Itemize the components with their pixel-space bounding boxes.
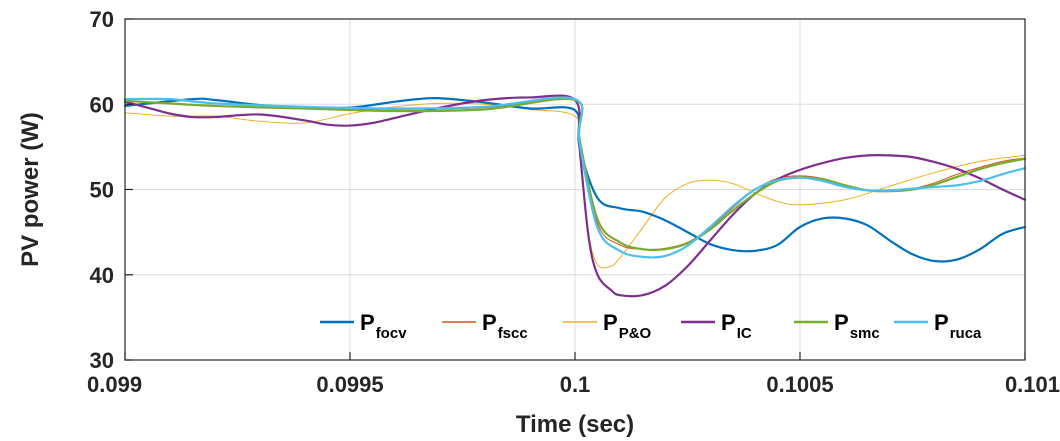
x-axis-label: Time (sec) bbox=[516, 411, 634, 438]
legend-entry: Pfocv bbox=[320, 310, 407, 342]
legend-label: Pruca bbox=[934, 310, 982, 342]
y-tick-label: 50 bbox=[90, 178, 114, 203]
legend-entry: Pruca bbox=[894, 310, 982, 342]
y-tick-labels: 30 40 50 60 70 bbox=[90, 7, 114, 373]
y-tick-label: 30 bbox=[90, 348, 114, 373]
x-tick-label: 0.1 bbox=[560, 372, 591, 397]
series-lines bbox=[123, 94, 1027, 298]
legend-entry: Pfscc bbox=[442, 310, 528, 342]
legend-label: Pfocv bbox=[360, 310, 407, 342]
legend-label: PP&O bbox=[603, 310, 652, 342]
x-tick-label: 0.0995 bbox=[316, 372, 383, 397]
legend-entry: Psmc bbox=[794, 310, 880, 342]
x-tick-label: 0.101 bbox=[1005, 372, 1060, 397]
x-tick-label: 0.099 bbox=[87, 372, 142, 397]
legend-entry: PIC bbox=[681, 310, 752, 342]
tick-marks bbox=[124, 18, 1026, 361]
legend-entry: PP&O bbox=[563, 310, 652, 342]
series-line-ic bbox=[123, 94, 1027, 298]
legend-label: Psmc bbox=[834, 310, 880, 342]
series-line-focv bbox=[123, 96, 1027, 263]
legend-label: Pfscc bbox=[482, 310, 528, 342]
y-axis-label: PV power (W) bbox=[17, 112, 44, 267]
legend: Pfocv Pfscc PP&O PIC Psmc Pruca bbox=[320, 310, 982, 342]
x-tick-labels: 0.099 0.0995 0.1 0.1005 0.101 bbox=[87, 372, 1060, 397]
y-tick-label: 60 bbox=[90, 92, 114, 117]
series-line-ruca bbox=[123, 96, 1027, 259]
y-tick-label: 40 bbox=[90, 263, 114, 288]
y-tick-label: 70 bbox=[90, 7, 114, 32]
legend-label: PIC bbox=[721, 310, 752, 342]
series-line-po bbox=[124, 102, 1026, 269]
x-tick-label: 0.1005 bbox=[766, 372, 833, 397]
